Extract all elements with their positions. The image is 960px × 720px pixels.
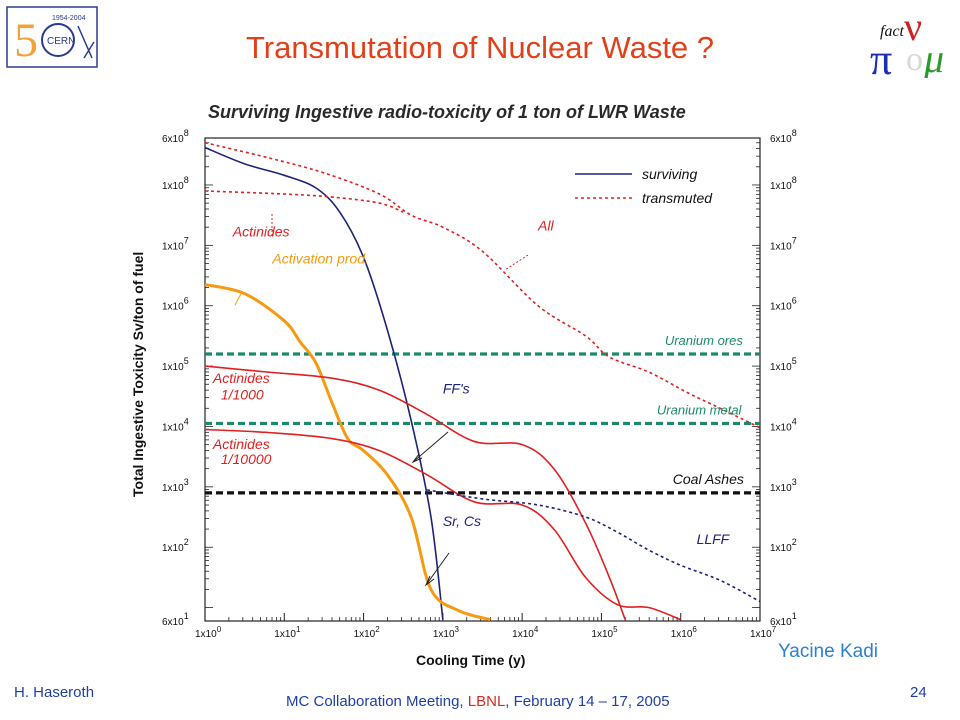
y-tick-label-right: 6x108 — [770, 128, 797, 145]
x-tick-label: 1x102 — [354, 625, 381, 640]
y-tick-label-right: 1x107 — [770, 235, 797, 252]
annotation-label: FF's — [443, 380, 470, 396]
annotation-label: Actinides — [212, 436, 270, 452]
x-axis-label: Cooling Time (y) — [416, 652, 525, 668]
x-tick-label: 1x103 — [433, 625, 460, 640]
reference-lines — [205, 352, 760, 495]
legend: surviving transmuted — [575, 166, 713, 206]
x-tick-label: 1x104 — [512, 625, 539, 640]
author-name: Yacine Kadi — [778, 641, 878, 662]
svg-text:π: π — [870, 35, 892, 78]
y-tick-label-left: 1x105 — [162, 356, 189, 373]
y-tick-label-right: 1x105 — [770, 356, 797, 373]
plot-frame — [204, 137, 761, 622]
svg-text:5: 5 — [14, 14, 38, 67]
y-tick-label-left: 1x107 — [162, 235, 189, 252]
x-tick-label: 1x101 — [274, 625, 301, 640]
y-tick-label-right: 1x102 — [770, 537, 797, 554]
y-tick-label-left: 1x103 — [162, 477, 189, 494]
series-actinides-1-10000 — [204, 428, 681, 621]
annotation-label: 1/10000 — [221, 451, 272, 467]
annotation-label: Coal Ashes — [673, 471, 744, 487]
fact-nu-logo: fact ν π o μ — [870, 6, 944, 78]
fact-logo-text: fact — [880, 23, 905, 40]
annotation-label: Sr, Cs — [443, 513, 481, 529]
minor-ticks — [204, 142, 761, 621]
y-tick-label-left: 1x104 — [162, 416, 189, 433]
cern-50-logo: 5 CERN 1954-2004 — [6, 6, 98, 68]
footer-event-highlight: LBNL — [467, 693, 506, 710]
page-number: 24 — [910, 684, 927, 701]
slide-title: Transmutation of Nuclear Waste ? — [245, 30, 715, 65]
x-tick-label: 1x106 — [671, 625, 698, 640]
legend-transmuted: transmuted — [642, 190, 713, 206]
annotation-arrows — [234, 212, 529, 587]
y-tick-label-left: 1x106 — [162, 296, 189, 313]
annotation-label: 1/1000 — [221, 386, 264, 402]
footer-event: MC Collaboration Meeting, LBNL, February… — [286, 693, 670, 710]
legend-surviving: surviving — [642, 166, 697, 182]
y-tick-label-left: 1x102 — [162, 537, 189, 554]
series-surviving — [204, 146, 444, 620]
cern-logo-years: 1954-2004 — [52, 15, 86, 22]
x-tick-label: 1x100 — [195, 625, 222, 640]
y-tick-label-right: 1x106 — [770, 296, 797, 313]
annotation-label: LLFF — [697, 531, 731, 547]
annotation-label: Activation prod. — [271, 250, 369, 266]
series-actinides-1-1000 — [204, 365, 626, 620]
series-actinides — [204, 190, 404, 213]
y-tick-label-left: 1x108 — [162, 175, 189, 192]
footer-event-post: , February 14 – 17, 2005 — [505, 693, 670, 710]
svg-text:μ: μ — [923, 36, 944, 78]
y-tick-label-right: 1x103 — [770, 477, 797, 494]
annotation-label: Uranium metal — [657, 402, 743, 417]
series-lines — [204, 141, 761, 622]
y-axis-label: Total Ingestive Toxicity Sv/ton of fuel — [130, 252, 146, 497]
series-llff — [426, 489, 761, 603]
annotation-label: Uranium ores — [665, 333, 744, 348]
svg-text:o: o — [906, 41, 923, 78]
x-tick-label: 1x107 — [750, 625, 777, 640]
chart-title: Surviving Ingestive radio-toxicity of 1 … — [208, 102, 686, 122]
annotation-label: Actinides — [212, 370, 270, 386]
annotation-label: All — [537, 217, 554, 233]
x-tick-label: 1x105 — [591, 625, 618, 640]
footer-presenter: H. Haseroth — [14, 684, 95, 701]
series-activation-prod- — [204, 283, 491, 622]
series-all — [204, 141, 761, 429]
y-tick-label-right: 6x101 — [770, 611, 797, 628]
y-tick-label-left: 6x108 — [162, 128, 189, 145]
cern-logo-text: CERN — [47, 36, 75, 47]
y-tick-label-right: 1x108 — [770, 175, 797, 192]
footer-event-pre: MC Collaboration Meeting, — [286, 693, 468, 710]
y-tick-label-right: 1x104 — [770, 416, 797, 433]
svg-text:ν: ν — [904, 6, 922, 49]
y-tick-label-left: 6x101 — [162, 611, 189, 628]
annotation-label: Actinides — [232, 223, 290, 239]
